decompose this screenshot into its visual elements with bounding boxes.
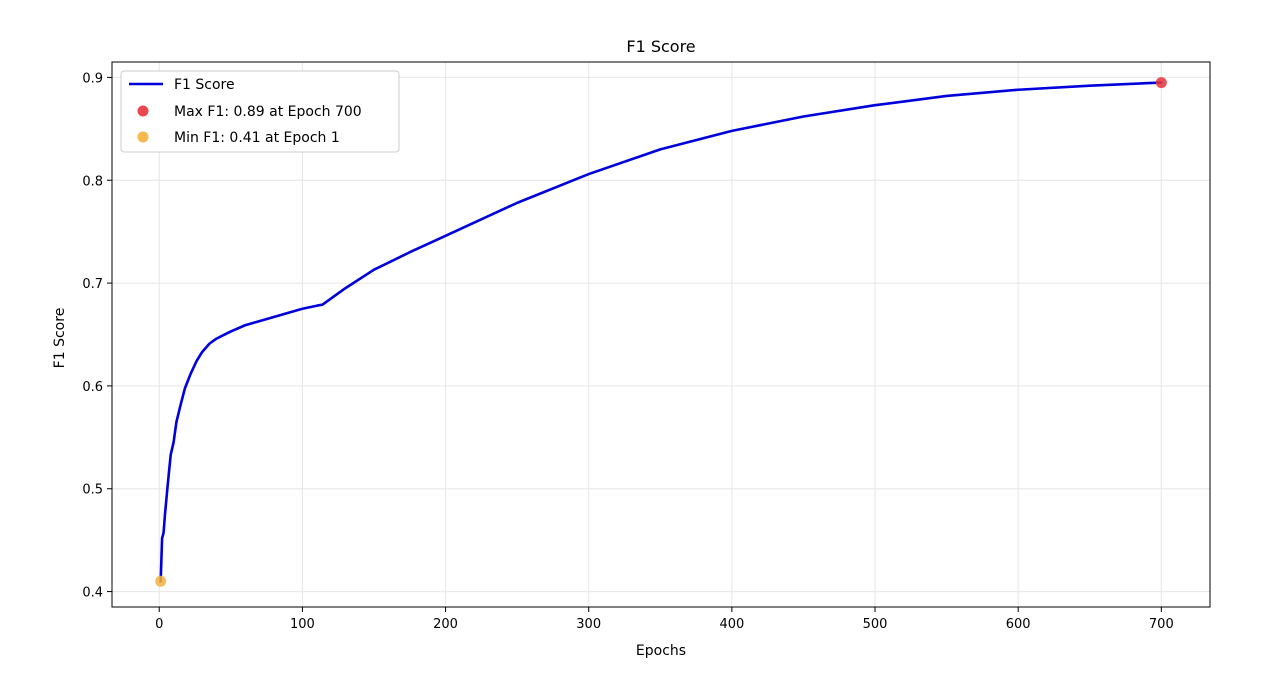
series-layer [159, 81, 1163, 583]
x-tick-label: 200 [433, 617, 458, 632]
y-tick-label: 0.5 [82, 483, 103, 498]
y-axis-label: F1 Score [52, 308, 68, 369]
legend-max-marker [137, 105, 149, 117]
legend-min-marker [137, 131, 149, 143]
x-tick-label: 400 [719, 617, 744, 632]
max-f1-point [1155, 77, 1167, 89]
x-tick-label: 700 [1149, 617, 1174, 632]
x-tick-label: 300 [576, 617, 601, 632]
x-tick-label: 600 [1006, 617, 1031, 632]
chart-title: F1 Score [626, 37, 695, 56]
x-tick-label: 0 [155, 617, 163, 632]
y-tick-label: 0.6 [82, 380, 103, 395]
legend-label-max: Max F1: 0.89 at Epoch 700 [174, 104, 362, 120]
legend: F1 Score Max F1: 0.89 at Epoch 700 Min F… [120, 70, 400, 153]
min-f1-point [155, 575, 167, 587]
series-line-f1-score [159, 81, 1163, 583]
legend-label-f1-score: F1 Score [174, 77, 235, 93]
y-tick-label: 0.4 [82, 586, 103, 601]
legend-box [120, 70, 400, 153]
y-tick-label: 0.9 [82, 71, 103, 86]
plot-frame [111, 61, 1211, 608]
axis-ticks: 0 100 200 300 400 500 600 700 0.4 0.5 0.6 0.7 0.8 0.9 [82, 71, 1173, 632]
y-tick-label: 0.8 [82, 174, 103, 189]
grid [112, 62, 1210, 607]
legend-label-min: Min F1: 0.41 at Epoch 1 [174, 130, 340, 146]
x-tick-label: 100 [290, 617, 315, 632]
markers-layer [155, 77, 1167, 587]
x-axis-label: Epochs [636, 643, 686, 659]
y-tick-label: 0.7 [82, 277, 103, 292]
x-tick-label: 500 [863, 617, 888, 632]
